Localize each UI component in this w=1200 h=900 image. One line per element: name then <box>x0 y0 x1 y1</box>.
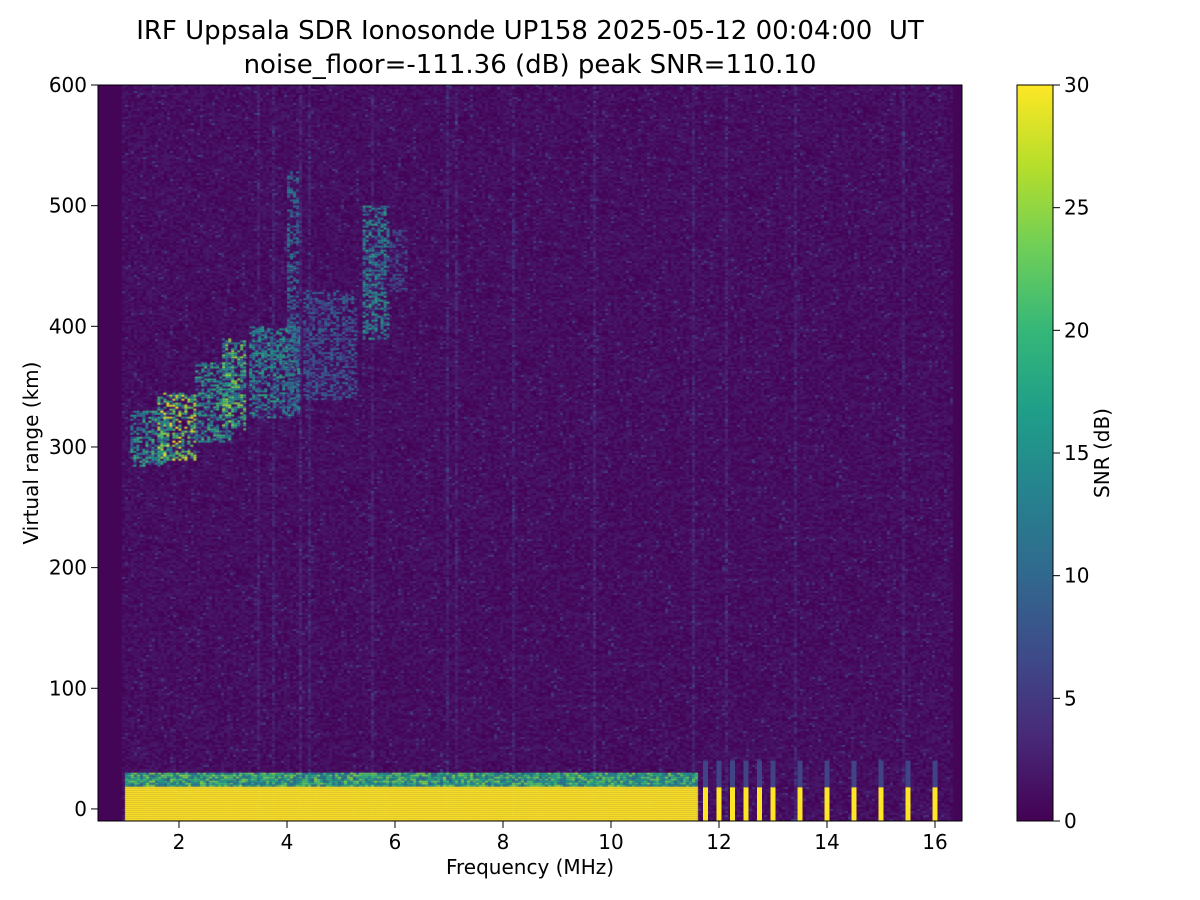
y-axis: 0 100 200 300 400 500 600 <box>49 73 98 821</box>
y-tick-label-600: 600 <box>49 73 87 97</box>
pulse-column-halo-2 <box>730 760 735 788</box>
x-tick-label-10: 10 <box>598 830 623 854</box>
colorbar-axis: 0 5 10 15 20 25 30 <box>1053 73 1089 833</box>
colorbar <box>1016 84 1054 822</box>
chart-title: IRF Uppsala SDR Ionosonde UP158 2025-05-… <box>136 16 924 46</box>
pulse-column-11 <box>932 787 938 821</box>
pulse-column-8 <box>851 787 857 821</box>
chart-subtitle: noise_floor=-111.36 (dB) peak SNR=110.10 <box>243 50 817 80</box>
y-tick-label-0: 0 <box>74 797 87 821</box>
x-tick-label-14: 14 <box>814 830 839 854</box>
x-axis-label: Frequency (MHz) <box>446 855 614 879</box>
pulse-column-7 <box>824 787 830 821</box>
heatmap-plot-area <box>98 85 962 821</box>
y-tick-label-300: 300 <box>49 435 87 459</box>
colorbar-label: SNR (dB) <box>1090 408 1114 498</box>
colorbar-tick-label-5: 5 <box>1064 686 1077 710</box>
pulse-column-6 <box>797 787 803 821</box>
colorbar-tick-label-10: 10 <box>1064 564 1089 588</box>
y-tick-label-200: 200 <box>49 556 87 580</box>
pulse-column-halo-4 <box>757 760 762 788</box>
pulse-column-halo-9 <box>878 760 884 788</box>
pulse-column-halo-10 <box>905 760 911 788</box>
pulse-column-halo-5 <box>770 760 776 788</box>
pulse-column-halo-11 <box>932 760 938 788</box>
pulse-column-halo-3 <box>743 760 749 788</box>
y-tick-label-100: 100 <box>49 676 87 700</box>
x-tick-label-16: 16 <box>922 830 947 854</box>
pulse-column-2 <box>730 787 735 821</box>
pulse-column-3 <box>743 787 749 821</box>
pulse-column-halo-8 <box>851 760 857 788</box>
pulse-column-halo-7 <box>824 760 830 788</box>
pulse-column-9 <box>878 787 884 821</box>
pulse-column-halo-1 <box>716 760 722 788</box>
y-axis-label: Virtual range (km) <box>19 362 43 545</box>
heatmap-image <box>98 85 962 821</box>
pulse-column-0 <box>703 787 708 821</box>
colorbar-tick-label-20: 20 <box>1064 318 1089 342</box>
plot-frame <box>97 84 963 822</box>
x-tick-label-6: 6 <box>389 830 402 854</box>
pulse-column-10 <box>905 787 911 821</box>
colorbar-tick-label-30: 30 <box>1064 73 1089 97</box>
pulse-column-5 <box>770 787 776 821</box>
colorbar-tick-label-15: 15 <box>1064 441 1089 465</box>
y-tick-label-500: 500 <box>49 194 87 218</box>
x-tick-label-8: 8 <box>497 830 510 854</box>
colorbar-tick-label-0: 0 <box>1064 809 1077 833</box>
colorbar-tick-label-25: 25 <box>1064 196 1089 220</box>
x-axis: 2 4 6 8 10 12 14 16 <box>173 821 948 854</box>
y-tick-label-400: 400 <box>49 314 87 338</box>
x-tick-label-4: 4 <box>281 830 294 854</box>
pulse-column-halo-0 <box>703 760 708 788</box>
pulse-column-4 <box>757 787 762 821</box>
pulse-column-1 <box>716 787 722 821</box>
pulse-column-halo-6 <box>797 760 803 788</box>
x-tick-label-2: 2 <box>173 830 186 854</box>
x-tick-label-12: 12 <box>706 830 731 854</box>
